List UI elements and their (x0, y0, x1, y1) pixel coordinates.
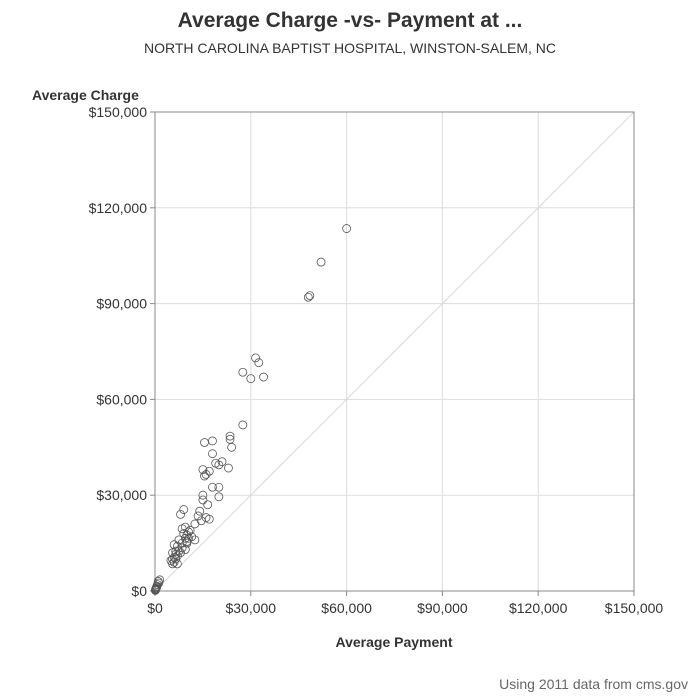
plot-frame (154, 111, 635, 592)
data-point (208, 436, 217, 446)
x-tick-label-2: $60,000 (321, 600, 372, 616)
data-point (168, 559, 177, 569)
data-point (190, 519, 200, 529)
y-tick-label-5: $150,000 (89, 104, 148, 120)
y-tick-label-0: $0 (131, 583, 147, 599)
data-point (251, 353, 260, 363)
data-point (246, 374, 256, 384)
data-point (214, 492, 224, 502)
y-axis-label: Average Charge (32, 87, 139, 103)
data-point (208, 482, 217, 492)
data-point (200, 438, 209, 447)
data-point (214, 482, 224, 492)
y-tick-label-4: $120,000 (89, 200, 148, 216)
data-point (179, 505, 189, 514)
x-axis-label: Average Payment (335, 634, 453, 650)
data-point (254, 358, 264, 368)
data-point (217, 457, 227, 467)
data-point (176, 509, 185, 519)
data-point (182, 538, 192, 548)
data-point (208, 449, 217, 459)
data-point (155, 575, 165, 585)
data-points (150, 224, 352, 595)
data-point (169, 557, 179, 567)
data-point (224, 463, 233, 473)
x-tick-label-3: $90,000 (417, 600, 468, 616)
x-tick-label-4: $120,000 (509, 600, 568, 616)
data-point (198, 490, 208, 500)
data-point (238, 367, 248, 377)
x-tick-label-1: $30,000 (225, 600, 276, 616)
data-point (204, 514, 214, 524)
data-point (174, 546, 184, 556)
data-point (305, 291, 315, 301)
data-point (203, 500, 213, 510)
x-tick-label-5: $150,000 (605, 600, 664, 616)
y-tick-label-1: $30,000 (96, 487, 147, 503)
data-point (198, 495, 208, 505)
y-tick-label-3: $90,000 (96, 296, 147, 312)
footnote: Using 2011 data from cms.gov (499, 676, 688, 692)
data-point (214, 460, 224, 470)
data-point (200, 471, 209, 481)
y-tick-label-2: $60,000 (96, 391, 147, 407)
x-tick-label-0: $0 (147, 600, 163, 616)
data-point (195, 506, 205, 516)
data-point (316, 257, 326, 267)
x-axis-ticks: $0 $30,000 $60,000 $90,000 $120,000 $150,000 (147, 591, 663, 616)
data-point (180, 545, 190, 554)
data-point (259, 372, 268, 382)
data-point (204, 466, 214, 476)
data-point (198, 465, 208, 475)
data-point (225, 431, 235, 441)
chart-subtitle: NORTH CAROLINA BAPTIST HOSPITAL, WINSTON… (143, 40, 557, 56)
reference-diagonal-line (154, 111, 635, 592)
y-axis-ticks: $0 $30,000 $60,000 $90,000 $120,000 $150,000 (89, 104, 155, 599)
data-point (201, 470, 211, 479)
data-point (227, 442, 237, 452)
data-point (303, 292, 313, 302)
data-point (150, 585, 160, 595)
chart-title: Average Charge -vs- Payment at ... (177, 9, 523, 32)
data-point (342, 224, 352, 233)
data-point (172, 559, 182, 569)
data-point (238, 420, 248, 430)
